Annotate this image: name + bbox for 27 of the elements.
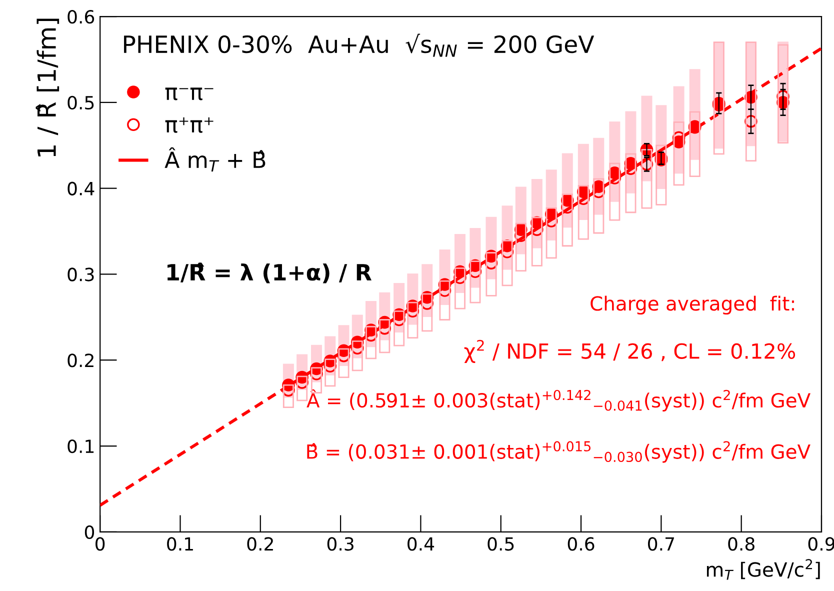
x-axis-title: m$_{T}$ [GeV/c$^{2}$] bbox=[706, 559, 820, 580]
annotation: 1/R̂ = λ (1+α) / R bbox=[168, 262, 372, 284]
y-tick-label: 0.4 bbox=[68, 182, 94, 196]
annotation: χ$^{2}$ / NDF = 54 / 26 , CL = 0.12% bbox=[464, 340, 796, 363]
annotation: Charge averaged fit: bbox=[590, 296, 794, 315]
text: PHENIX 0-30% Au+Au √s$_{NN}$ = 200 GeV bbox=[124, 34, 594, 57]
x-tick-label: 0.2 bbox=[247, 537, 273, 551]
y-tick-label: 0.1 bbox=[68, 439, 94, 454]
x-tick-label: 0.1 bbox=[167, 537, 193, 551]
y-axis-title: 1 / R̂ [1/fm] bbox=[36, 18, 60, 156]
x-tick-label: 0.3 bbox=[327, 537, 354, 551]
y-tick-label: 0.5 bbox=[68, 96, 94, 110]
legend-label: Â m$_{T}$ + B̂ bbox=[164, 147, 266, 172]
x-tick-label: 0.4 bbox=[408, 537, 434, 551]
x-tick-label: 0 bbox=[96, 537, 105, 551]
legend-label: π⁺π⁺ bbox=[165, 117, 214, 133]
legend-label: π⁻π⁻ bbox=[165, 88, 214, 100]
x-tick-label: 0.8 bbox=[728, 537, 754, 551]
y-tick-label: 0.3 bbox=[68, 268, 94, 282]
x-tick-label: 0.5 bbox=[488, 537, 514, 551]
y-tick-label: 0 bbox=[84, 525, 94, 540]
x-tick-label: 0.7 bbox=[648, 537, 674, 551]
y-tick-label: 0.2 bbox=[68, 354, 94, 368]
annotation: Â = (0.591± 0.003(stat)$^{+0.142}$$_{−0.041}$(syst)) c$^{2}$/fm GeV bbox=[306, 389, 810, 412]
annotation: B̂ = (0.031± 0.001(stat)$^{+0.015}$$_{−0.030}$(syst)) c$^{2}$/fm GeV bbox=[307, 441, 810, 463]
x-tick-label: 0.6 bbox=[568, 537, 594, 551]
y-tick-label: 0.6 bbox=[68, 10, 94, 24]
